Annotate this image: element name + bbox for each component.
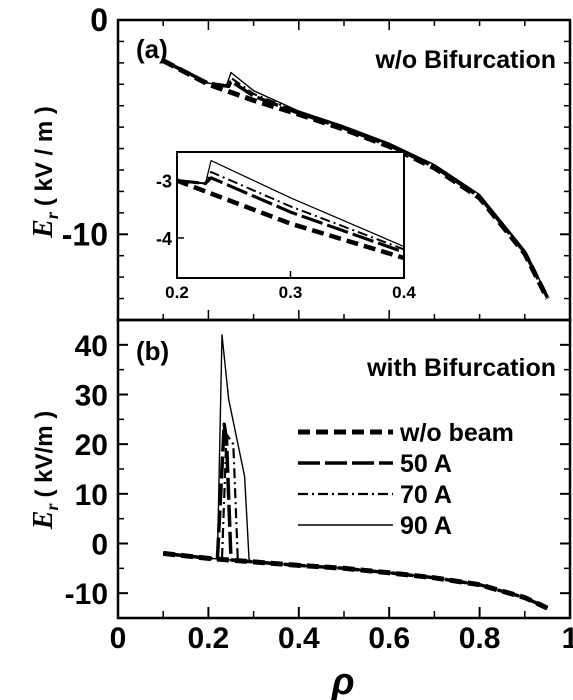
panel-b-ytick-label: -10	[65, 578, 108, 611]
panel-b-xtick-label: 0.4	[278, 622, 320, 655]
inset-ytick-label: -3	[156, 172, 172, 192]
panel-b-annotation: with Bifurcation	[366, 354, 556, 382]
svg-text:Er( kV/m ): Er ( kV/m )	[28, 411, 62, 530]
panel-b-series-50-a	[163, 422, 549, 610]
panel-b-xtick-label: 0	[110, 622, 127, 655]
inset-ticks: -3 -4 0.2 0.3 0.4	[156, 172, 416, 302]
panel-b-series	[162, 334, 549, 611]
inset-xtick-label: 0.3	[279, 283, 303, 302]
ylabel-b-sub: r	[42, 503, 62, 511]
ylabel-a-sub: r	[42, 211, 62, 219]
panel-a-series-90-a	[162, 60, 549, 296]
panel-b-ytick-label: 0	[91, 529, 108, 562]
inset-xtick-label: 0.4	[392, 283, 416, 302]
panel-b-xtick-label: 0.2	[188, 622, 230, 655]
panel-a-ticks: 0 -10	[62, 2, 571, 320]
panel-a-ylabel: Er ( kV / m )	[28, 106, 62, 239]
svg-text:Er( kV / m ): Er ( kV / m )	[28, 106, 62, 239]
ylabel-b-symbol: E	[28, 511, 59, 531]
ylabel-b-units: ( kV/m )	[31, 411, 58, 498]
legend-label-50-a: 50 A	[400, 450, 452, 478]
panel-b-ytick-label: 40	[75, 330, 108, 363]
panel-a-annotation: w/o Bifurcation	[374, 46, 556, 74]
inset-series-70-a	[177, 171, 404, 251]
inset-series-w-o-beam	[177, 178, 404, 261]
inset-xtick-label: 0.2	[165, 283, 189, 302]
legend-label-w-o-beam: w/o beam	[399, 419, 514, 447]
inset-series-90-a	[177, 159, 404, 248]
panel-b-series-90-a	[163, 334, 548, 609]
panel-a-ytick-label: 0	[90, 2, 108, 38]
panel-a-label: (a)	[136, 34, 168, 64]
panel-b-label: (b)	[136, 336, 169, 366]
panel-a-series	[162, 58, 550, 300]
panel-b-xtick-label: 0.6	[368, 622, 410, 655]
ylabel-a-units: ( kV / m )	[31, 106, 58, 206]
panel-b-ytick-label: 30	[75, 380, 108, 413]
panel-b-xtick-label: 1	[562, 622, 573, 655]
inset-frame	[176, 151, 405, 279]
panel-a-ytick-label: -10	[62, 216, 108, 252]
panel-b-series-w-o-beam	[162, 550, 549, 611]
legend: w/o beam 50 A 70 A 90 A	[298, 419, 514, 540]
x-axis-label: ρ	[330, 661, 354, 700]
panel-b-ytick-label: 20	[75, 429, 108, 462]
panel-b-xtick-label: 0.8	[459, 622, 501, 655]
inset-ytick-label: -4	[156, 229, 172, 249]
legend-label-70-a: 70 A	[400, 481, 452, 509]
inset-series	[177, 159, 404, 261]
panel-b-ytick-label: 10	[75, 479, 108, 512]
ylabel-a-symbol: E	[28, 219, 59, 239]
legend-label-90-a: 90 A	[400, 512, 452, 540]
panel-b-ylabel: Er ( kV/m )	[28, 411, 62, 530]
